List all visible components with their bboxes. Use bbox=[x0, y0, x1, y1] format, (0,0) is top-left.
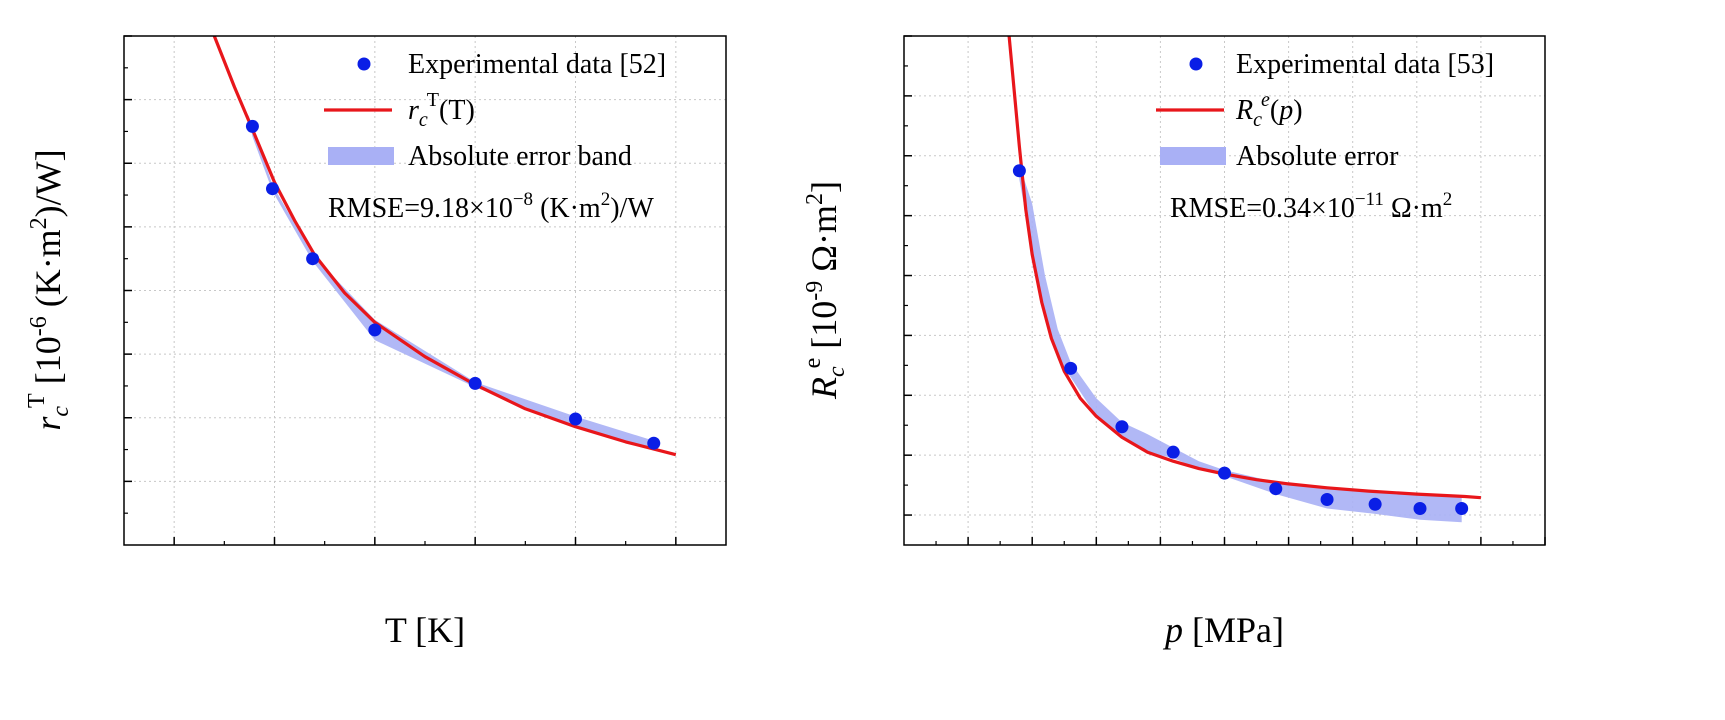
data-point bbox=[647, 436, 661, 450]
data-point bbox=[1064, 361, 1078, 375]
rmse-annotation: RMSE=0.34×10−11 Ω·m2 bbox=[1170, 189, 1452, 224]
fit-curve bbox=[212, 36, 677, 457]
rmse-annotation: RMSE=9.18×10−8 (K·m2)/W bbox=[328, 189, 654, 224]
data-point bbox=[1218, 466, 1231, 480]
plot-area bbox=[1007, 36, 1482, 523]
data-point bbox=[1413, 501, 1427, 515]
chart-panel-b: p [MPa] Rce [10-9 Ω·m2] Experimental data … bbox=[800, 35, 1546, 650]
data-point bbox=[1455, 501, 1469, 515]
data-point bbox=[1012, 164, 1026, 178]
legend-marker-points bbox=[357, 57, 371, 71]
legend-label: Absolute error bbox=[1236, 141, 1399, 172]
data-point bbox=[1166, 445, 1180, 459]
legend-marker-points bbox=[1189, 57, 1203, 71]
legend-marker-band bbox=[1160, 147, 1226, 165]
legend-label: Experimental data [53] bbox=[1236, 49, 1494, 80]
data-point bbox=[265, 182, 279, 196]
fit-curve bbox=[1007, 36, 1482, 500]
legend-marker-band bbox=[328, 147, 394, 165]
data-point bbox=[368, 323, 382, 337]
plot-area bbox=[212, 36, 677, 457]
legend-label: Rce(p) bbox=[1235, 89, 1303, 131]
legend-label: rcT(T) bbox=[408, 89, 475, 131]
data-point bbox=[1368, 497, 1382, 511]
data-point bbox=[1269, 482, 1283, 496]
chart-panel-a: T [K] rcT [10-6 (K·m2)/W] Experimental dat… bbox=[24, 35, 727, 650]
error-band bbox=[1019, 164, 1462, 523]
data-point bbox=[245, 119, 259, 133]
legend: Experimental data [53] Rce(p) Absolute err… bbox=[1156, 49, 1494, 172]
legend-label: Absolute error band bbox=[408, 141, 632, 172]
x-axis-title: T [K] bbox=[385, 610, 465, 650]
data-point bbox=[1115, 420, 1129, 434]
data-point bbox=[569, 412, 582, 426]
data-point bbox=[468, 376, 482, 390]
data-point bbox=[306, 252, 320, 266]
legend: Experimental data [52] rcT(T) Absolute err… bbox=[324, 49, 666, 172]
x-axis-title: p [MPa] bbox=[1162, 610, 1284, 650]
y-axis-title: rcT [10-6 (K·m2)/W] bbox=[24, 149, 74, 430]
error-band bbox=[248, 114, 654, 449]
data-point bbox=[1320, 492, 1334, 506]
y-axis-title: Rce [10-9 Ω·m2] bbox=[800, 181, 850, 400]
legend-label: Experimental data [52] bbox=[408, 49, 666, 80]
